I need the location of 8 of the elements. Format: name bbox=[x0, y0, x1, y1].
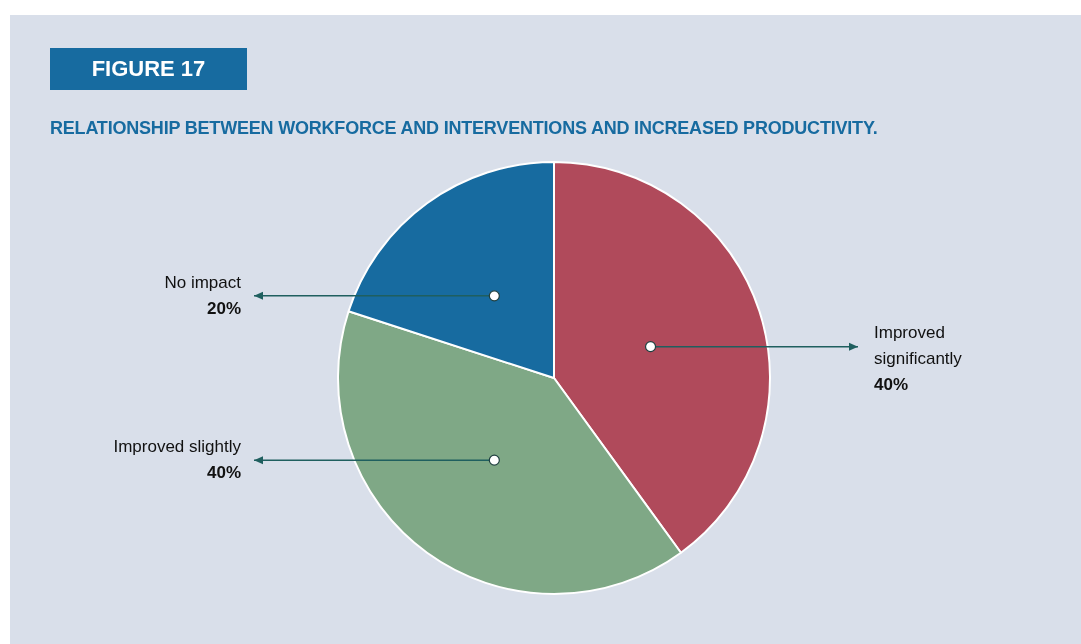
data-label: 40% bbox=[874, 375, 909, 395]
slice-label: Improved slightly bbox=[113, 436, 242, 456]
data-label: 20% bbox=[206, 298, 241, 318]
slice-label: No impact bbox=[164, 272, 242, 292]
chart-title: FIGURE 17 bbox=[50, 48, 247, 90]
slice-label: Improved significantly bbox=[874, 323, 963, 369]
data-label: 40% bbox=[206, 462, 241, 482]
chart-subtitle: RELATIONSHIP BETWEEN WORKFORCE AND INTERVENTIONS AND INCREASED PRODUCTIVITY. bbox=[50, 118, 878, 139]
